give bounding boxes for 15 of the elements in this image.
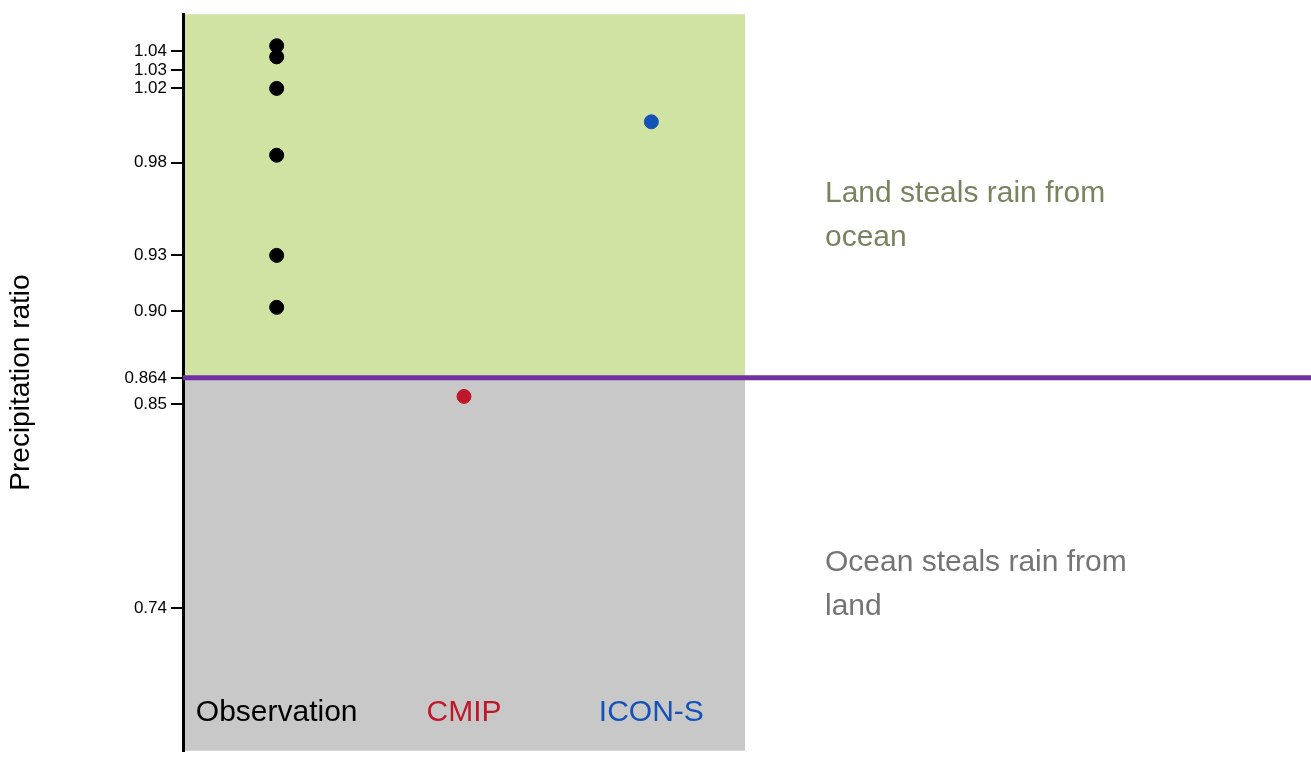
band-label: Ocean steals rain from land (825, 543, 1127, 621)
x-tick-label: Observation (195, 694, 358, 728)
y-tick-label: 1.03 (133, 59, 167, 79)
y-tick-label: 1.02 (133, 78, 167, 98)
y-tick-label: 0.74 (133, 597, 167, 617)
x-tick-label: CMIP (426, 694, 502, 728)
y-tick-label: 1.04 (133, 41, 167, 60)
y-tick-label: 0.93 (133, 245, 167, 265)
y-tick-label: 0.864 (124, 367, 167, 387)
x-tick-label: ICON-S (598, 694, 704, 728)
y-tick-label: 0.98 (133, 152, 167, 172)
y-axis-title: Precipitation ratio (3, 274, 35, 491)
y-tick-label: 0.85 (133, 393, 167, 413)
y-tick-label: 0.90 (133, 300, 167, 320)
band-label: Land steals rain from ocean (825, 175, 1106, 253)
